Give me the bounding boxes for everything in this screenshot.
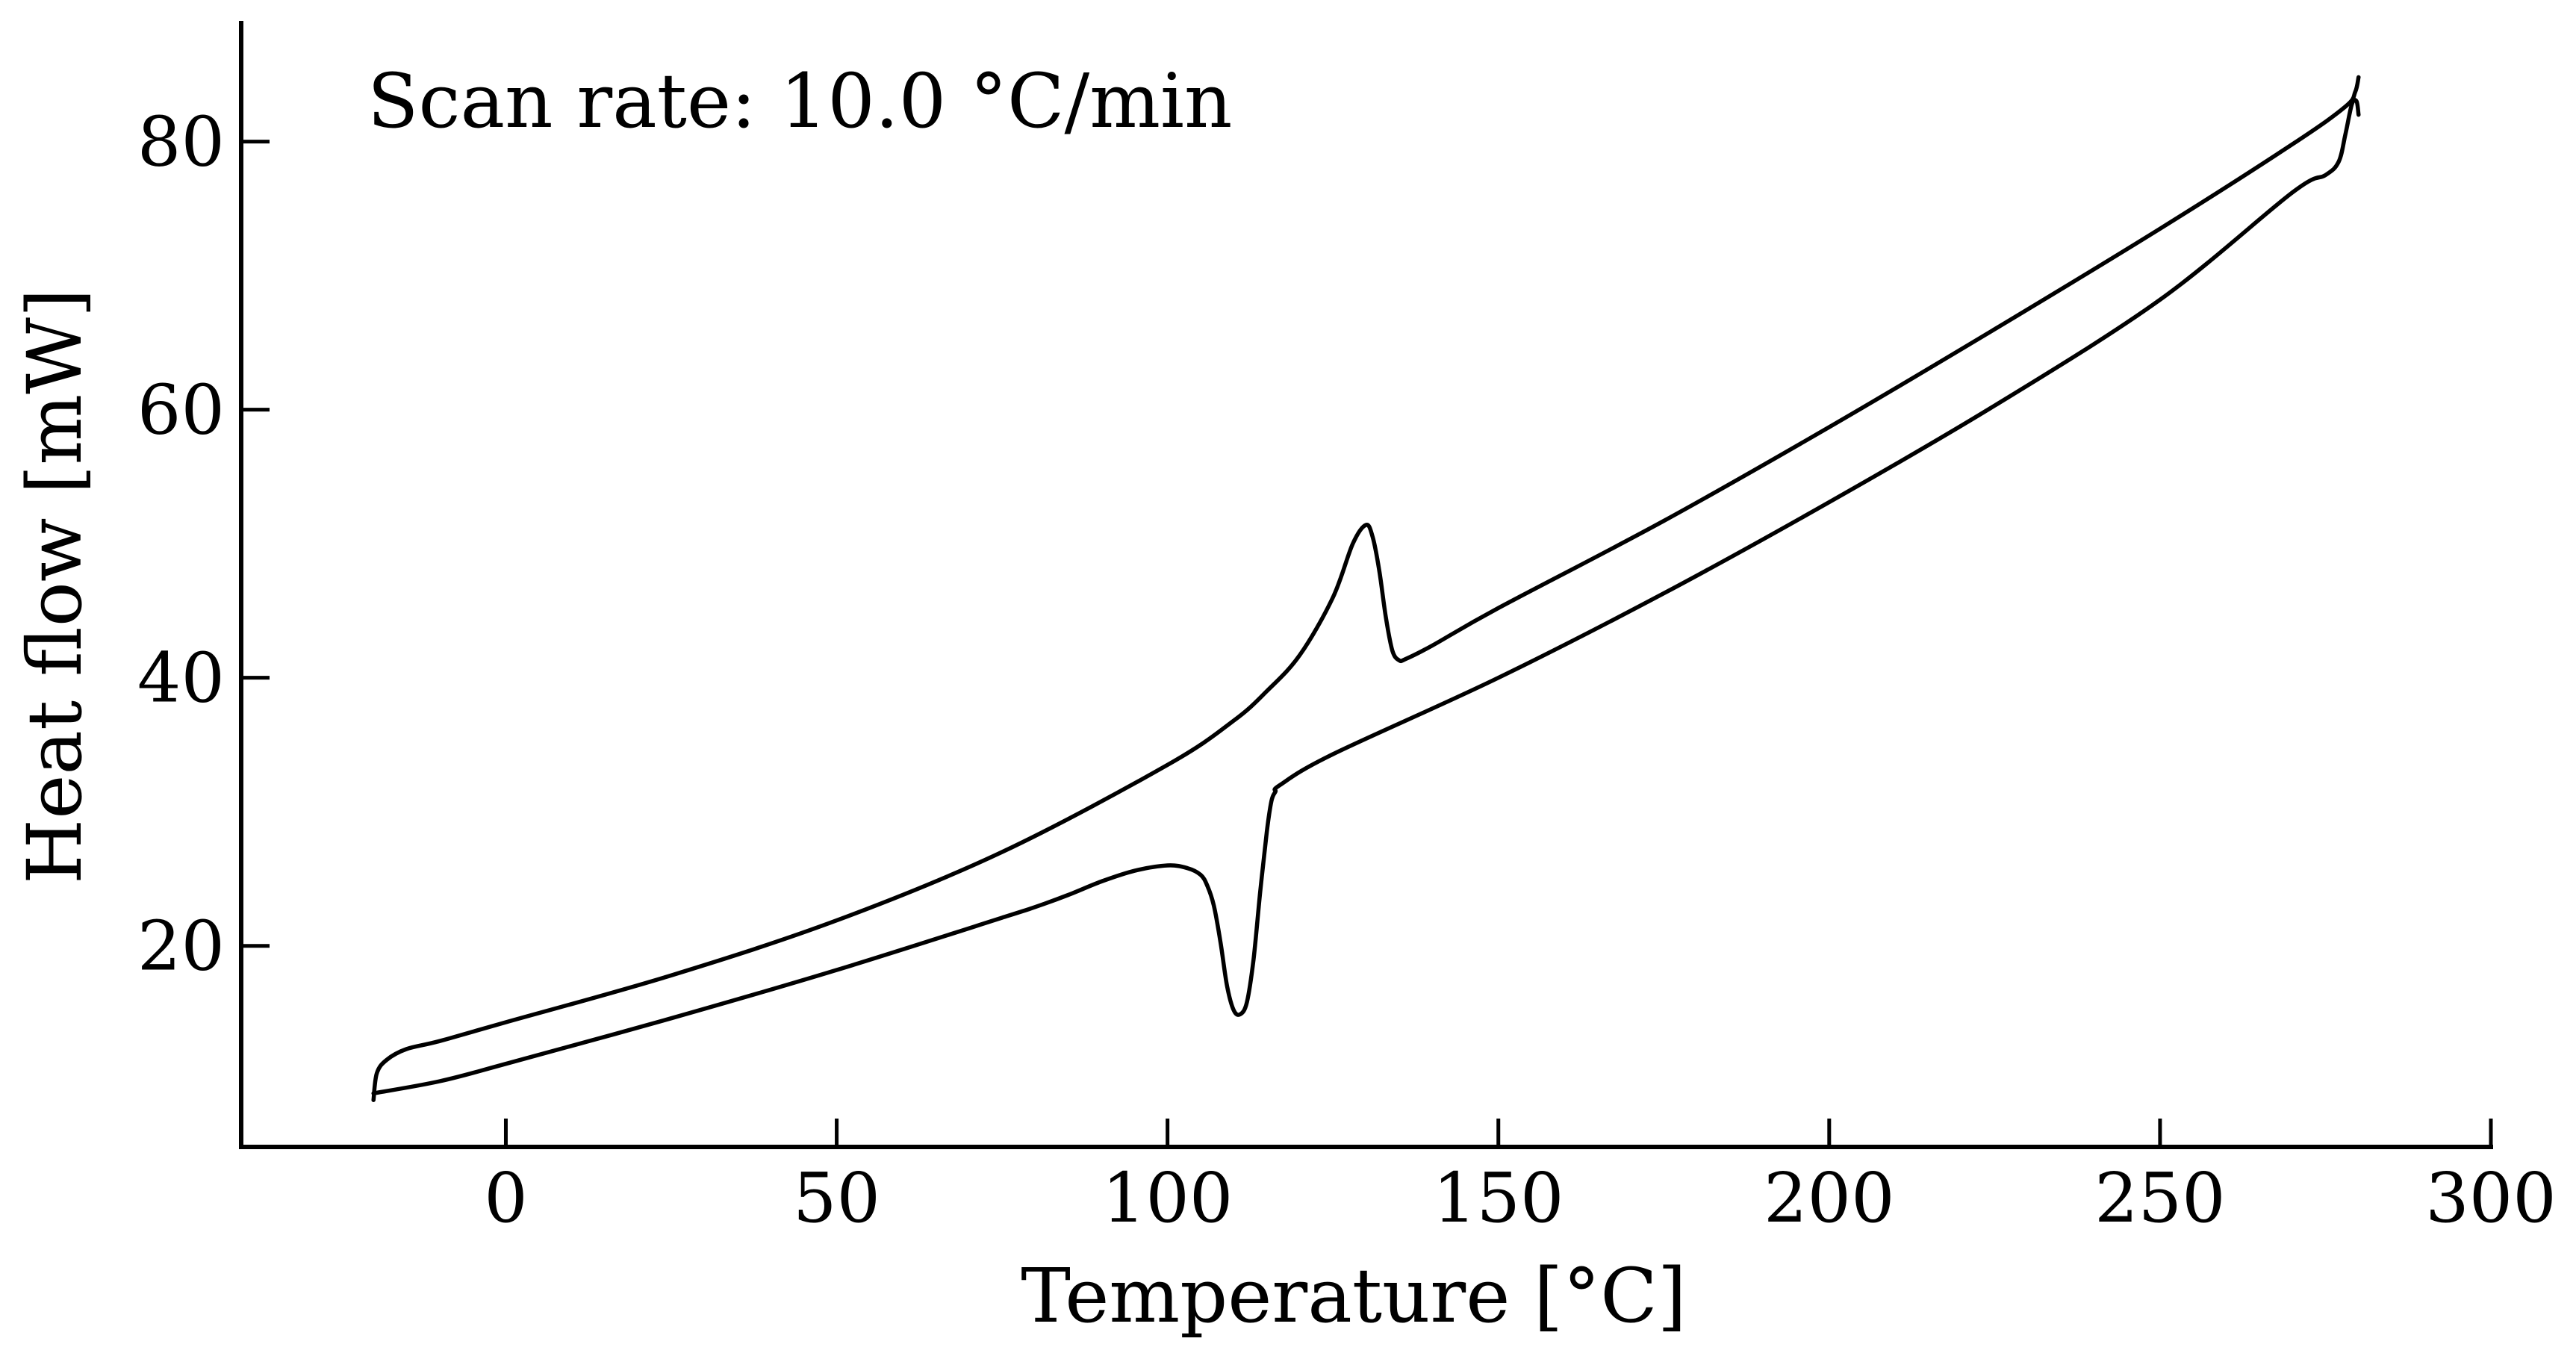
x-tick-label: 0: [484, 1158, 528, 1238]
x-tick-label: 200: [1764, 1158, 1895, 1238]
x-tick-label: 50: [793, 1158, 880, 1238]
x-tick-label: 150: [1433, 1158, 1564, 1238]
scan-rate-annotation: Scan rate: 10.0 °C/min: [367, 57, 1232, 145]
series-layer: [371, 75, 2361, 1102]
x-tick-label: 300: [2425, 1158, 2557, 1238]
x-tick-label: 100: [1102, 1158, 1233, 1238]
y-tick-label: 60: [137, 370, 225, 450]
y-tick-label: 20: [137, 906, 225, 986]
y-ticks: 20 40 60 80: [137, 102, 270, 986]
heating-curve-line: [371, 75, 2361, 1102]
x-axis-title: Temperature [°C]: [1021, 1252, 1686, 1340]
x-ticks: 0 50 100 150 200 250 300: [484, 1119, 2557, 1238]
y-tick-label: 80: [137, 102, 225, 182]
cooling-curve-line: [371, 98, 2361, 1095]
y-tick-label: 40: [137, 638, 225, 718]
x-tick-label: 250: [2094, 1158, 2226, 1238]
y-axis-title: Heat flow [mW]: [11, 288, 99, 884]
